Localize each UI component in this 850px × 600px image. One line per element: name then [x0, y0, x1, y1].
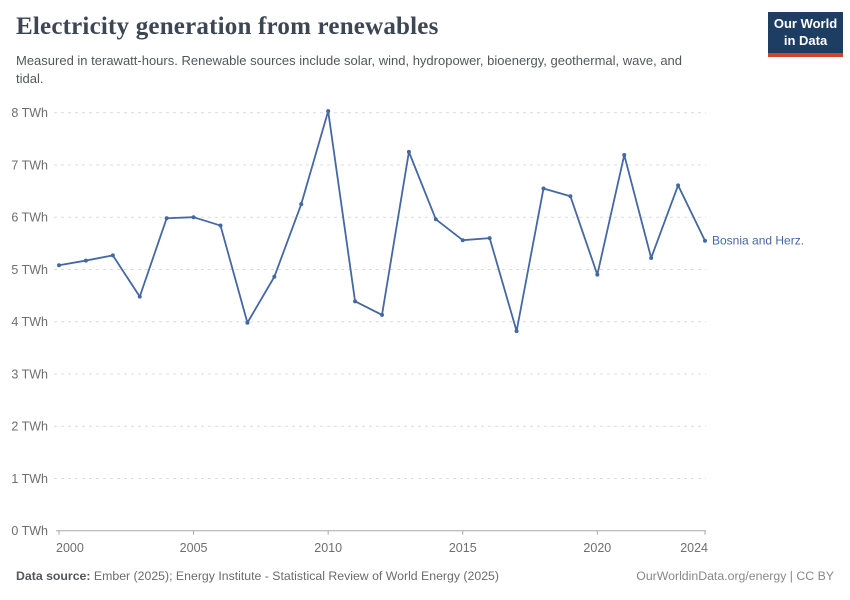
data-point[interactable] — [568, 194, 573, 199]
data-point[interactable] — [433, 217, 438, 222]
data-point[interactable] — [353, 299, 358, 304]
data-point[interactable] — [191, 215, 196, 220]
data-point[interactable] — [487, 236, 492, 241]
y-axis-tick-label: 6 TWh — [11, 211, 48, 225]
data-point[interactable] — [595, 272, 600, 277]
data-point[interactable] — [676, 183, 681, 188]
data-point[interactable] — [380, 312, 384, 317]
data-point[interactable] — [649, 255, 654, 260]
series-end-label: Bosnia and Herz. — [712, 234, 804, 248]
page-title: Electricity generation from renewables — [16, 13, 439, 40]
y-axis-tick-label: 3 TWh — [11, 367, 48, 381]
x-axis-tick-label: 2024 — [680, 541, 708, 555]
chart-subtitle: Measured in terawatt-hours. Renewable so… — [16, 53, 683, 87]
data-point[interactable] — [57, 263, 61, 268]
x-axis-tick-label: 2005 — [180, 541, 208, 555]
data-point[interactable] — [622, 153, 627, 158]
data-source-note: Data source: Ember (2025); Energy Instit… — [16, 569, 499, 583]
x-axis-tick-label: 2000 — [56, 541, 84, 555]
owid-logo-line2: in Data — [783, 32, 828, 48]
owid-logo[interactable]: Our World in Data — [768, 12, 843, 57]
data-source-text: Ember (2025); Energy Institute - Statist… — [93, 569, 499, 583]
data-source-label: Data source: — [16, 569, 91, 583]
data-point[interactable] — [218, 223, 223, 228]
data-point[interactable] — [299, 202, 304, 207]
data-series-line[interactable] — [58, 110, 706, 333]
x-axis-tick-label: 2020 — [583, 541, 611, 555]
y-axis-tick-label: 5 TWh — [11, 263, 48, 277]
owid-logo-line1: Our World — [773, 16, 838, 32]
data-point[interactable] — [245, 320, 250, 325]
data-point[interactable] — [541, 186, 546, 191]
y-axis-tick-label: 7 TWh — [11, 158, 48, 172]
data-point[interactable] — [460, 238, 465, 243]
y-axis-tick-label: 1 TWh — [11, 472, 48, 486]
y-axis-tick-label: 2 TWh — [11, 420, 48, 434]
data-point[interactable] — [406, 149, 411, 154]
data-point[interactable] — [514, 329, 519, 334]
owid-credit-link[interactable]: OurWorldinData.org/energy | CC BY — [636, 569, 834, 583]
data-point[interactable] — [110, 253, 115, 258]
y-axis-tick-label: 8 TWh — [11, 106, 48, 120]
y-axis-tick-label: 4 TWh — [11, 315, 48, 329]
y-axis-tick-label: 0 TWh — [11, 524, 48, 538]
data-point[interactable] — [137, 294, 142, 299]
x-axis-tick-label: 2015 — [449, 541, 477, 555]
data-point[interactable] — [83, 258, 88, 263]
data-point[interactable] — [326, 109, 331, 114]
chart-footer: Data source: Ember (2025); Energy Instit… — [16, 569, 834, 583]
data-point[interactable] — [703, 238, 707, 243]
data-point[interactable] — [164, 216, 169, 221]
x-axis-tick-label: 2010 — [314, 541, 342, 555]
data-point[interactable] — [272, 274, 277, 279]
